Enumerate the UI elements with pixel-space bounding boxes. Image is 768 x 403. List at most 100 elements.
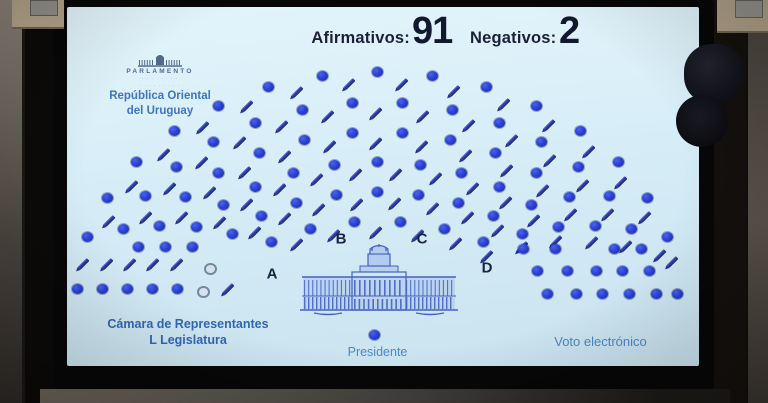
- camera-lower: [676, 95, 728, 147]
- pencil-icon: [126, 179, 139, 192]
- pencil-icon: [416, 139, 429, 152]
- seat-dot-affirmative: [217, 199, 229, 210]
- seat-dot-affirmative: [213, 101, 225, 112]
- seat-dot-affirmative: [530, 167, 542, 178]
- seat-dot-affirmative: [213, 167, 225, 178]
- background-shadow-left: [25, 0, 55, 403]
- seat-dot-affirmative: [304, 223, 316, 234]
- seat-dot-affirmative: [347, 127, 359, 138]
- pencil-icon: [427, 202, 440, 215]
- seat-dot-affirmative: [250, 181, 262, 192]
- pencil-icon: [241, 100, 254, 113]
- pencil-icon: [430, 172, 443, 185]
- pencil-icon: [500, 196, 513, 209]
- seat-dot-affirmative: [187, 242, 198, 252]
- seat-dot-affirmative: [636, 244, 647, 254]
- pencil-icon: [171, 257, 184, 271]
- seat-dot-affirmative: [299, 134, 311, 145]
- pencil-icon: [279, 150, 292, 163]
- seat-dot-affirmative: [550, 244, 561, 254]
- seat-dot-affirmative: [153, 221, 165, 232]
- seat-dot-affirmative: [603, 191, 615, 202]
- pencil-icon: [506, 133, 519, 146]
- seat-dot-affirmative: [72, 284, 83, 294]
- seat-dot-affirmative: [536, 137, 548, 148]
- seat-dot-affirmative: [372, 187, 383, 197]
- seat-dot-affirmative: [590, 221, 602, 232]
- seat-dot-affirmative: [256, 211, 268, 222]
- pencil-icon: [164, 181, 177, 194]
- pencil-icon: [450, 236, 463, 249]
- pencil-icon: [396, 77, 409, 90]
- pencil-icon: [370, 106, 383, 120]
- pencil-icon: [274, 183, 287, 196]
- seat-dot-affirmative: [562, 266, 573, 276]
- logo-tiny-text-1: · · · · · · · ·: [142, 75, 178, 81]
- pencil-icon: [639, 211, 652, 224]
- seat-dot-affirmative: [396, 127, 408, 138]
- seat-dot-affirmative: [227, 228, 238, 239]
- seat-dot-affirmative: [591, 266, 602, 276]
- seat-dot-affirmative: [329, 159, 341, 170]
- seat-dot-affirmative: [542, 289, 553, 299]
- seat-dot-affirmative: [609, 244, 620, 254]
- pencil-icon: [101, 257, 114, 271]
- pencil-icon: [234, 135, 247, 148]
- seat-dot-affirmative: [346, 97, 358, 108]
- seat-dot-affirmative: [672, 289, 683, 299]
- legislature-number: L Legislatura: [149, 333, 227, 347]
- seat-dot-affirmative: [414, 159, 426, 170]
- seat-dot-affirmative: [455, 168, 467, 179]
- seat-dot-affirmative: [147, 284, 158, 294]
- pencil-icon: [583, 145, 596, 158]
- wall-mount-right: [717, 0, 768, 33]
- seat-dot-affirmative: [179, 192, 191, 203]
- mount-plate-left: [30, 0, 58, 16]
- seat-dot-affirmative: [207, 137, 219, 148]
- president-label: Presidente: [347, 345, 408, 359]
- logo-title: PARLAMENTO: [126, 68, 194, 75]
- pencil-icon: [498, 98, 511, 111]
- pencil-icon: [249, 225, 262, 238]
- pencil-icon: [544, 154, 557, 167]
- seat-dot-negative: [197, 286, 210, 298]
- seat-dot-affirmative: [288, 168, 300, 179]
- pencil-icon: [322, 110, 335, 123]
- seat-dot-affirmative: [122, 284, 133, 294]
- pencil-icon: [158, 148, 171, 161]
- seat-dot-affirmative: [480, 82, 492, 93]
- seat-dot-affirmative: [170, 161, 182, 172]
- pencil-icon: [276, 120, 289, 133]
- seat-dot-affirmative: [330, 189, 342, 200]
- pencil-icon: [103, 215, 116, 228]
- pencil-icon: [313, 202, 326, 215]
- seat-dot-affirmative: [518, 244, 529, 254]
- pencil-icon: [615, 176, 628, 189]
- pencil-icon: [666, 255, 679, 269]
- seat-dot-affirmative: [446, 104, 458, 115]
- seat-dot-affirmative: [316, 70, 328, 81]
- seat-dot-affirmative: [168, 126, 180, 137]
- shelf-below-screen: [40, 389, 730, 403]
- section-label-d: D: [481, 259, 493, 277]
- seat-dot-affirmative: [191, 221, 203, 232]
- seat-dot-affirmative: [172, 284, 183, 294]
- seat-dot-affirmative: [372, 157, 383, 167]
- seat-dot-affirmative: [81, 232, 93, 243]
- seat-dot-affirmative: [160, 242, 171, 252]
- seat-dot-affirmative: [477, 237, 489, 248]
- pencil-icon: [291, 85, 304, 98]
- parliament-building-icon: [138, 55, 182, 67]
- seat-dot-affirmative: [452, 197, 464, 208]
- pencil-icon: [124, 257, 137, 271]
- seat-dot-affirmative: [625, 224, 637, 235]
- pencil-icon: [448, 84, 461, 97]
- seat-dot-affirmative: [297, 104, 309, 115]
- president-seat-dot: [369, 330, 380, 340]
- pencil-icon: [654, 249, 667, 262]
- seat-dot-affirmative: [493, 117, 505, 128]
- pencil-icon: [291, 237, 304, 250]
- pencil-icon: [565, 208, 578, 221]
